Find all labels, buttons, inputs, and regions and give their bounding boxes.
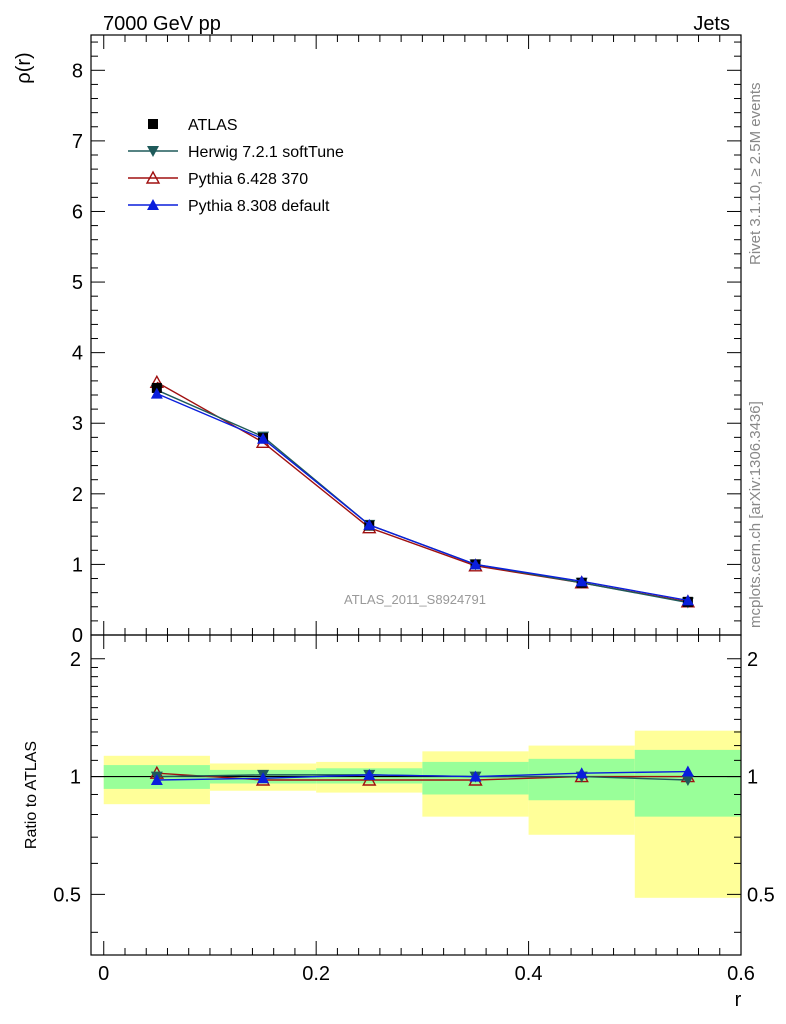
legend-label-herwig-7-2-1-softtune: Herwig 7.2.1 softTune	[188, 144, 344, 161]
main-y-axis-label: ρ(r)	[13, 52, 35, 83]
legend-label-pythia-6-428-370: Pythia 6.428 370	[188, 171, 308, 188]
legend-marker-pythia-6-428-370	[145, 170, 161, 184]
ratio-axis-ticks: 0.5 0.5 1 1 2 2 0 0.2 0.4 0.6	[53, 635, 775, 985]
legend-label-atlas: ATLAS	[188, 117, 238, 134]
ratio-y-tick-label: 0.5	[53, 884, 81, 906]
main-panel: 0 1 2 3 4 5 6 7 8 ρ(r) ATLAS_2011_S8924791 ATLAS…	[13, 34, 742, 647]
legend-label-pythia-8-308-default: Pythia 8.308 default	[188, 198, 330, 215]
x-tick-label: 0.6	[727, 963, 755, 985]
main-y-tick-label: 3	[72, 413, 83, 435]
ratio-point-herwig-7-2-1-softtune	[681, 774, 694, 786]
main-point-pythia-8-308-default	[681, 594, 694, 606]
ratio-point-pythia-8-308-default	[257, 772, 270, 784]
main-point-pythia-8-308-default	[150, 387, 163, 399]
main-point-pythia-8-308-default	[469, 558, 482, 570]
header-energy-label: 7000 GeV pp	[103, 13, 221, 35]
analysis-label: ATLAS_2011_S8924791	[344, 592, 486, 607]
ratio-series	[149, 765, 696, 786]
ratio-uncertainty-bands	[103, 730, 741, 898]
ratio-y-tick-label-right: 2	[747, 649, 758, 671]
header-process-label: Jets	[693, 13, 730, 35]
legend-marker-pythia-8-308-default	[147, 199, 159, 210]
rivet-side-label: Rivet 3.1.10, ≥ 2.5M events	[747, 83, 764, 266]
x-tick-label: 0.2	[302, 963, 330, 985]
main-line-herwig-7-2-1-softtune	[156, 389, 689, 604]
ratio-frame	[90, 634, 742, 956]
main-y-tick-label: 0	[72, 625, 83, 647]
ratio-point-pythia-8-308-default	[363, 768, 376, 780]
main-y-tick-label: 5	[72, 272, 83, 294]
main-axis-ticks: 0 1 2 3 4 5 6 7 8	[72, 35, 742, 647]
main-y-tick-label: 7	[72, 131, 83, 153]
main-point-pythia-8-308-default	[257, 432, 270, 444]
main-point-pythia-8-308-default	[575, 575, 588, 587]
main-y-tick-label: 8	[72, 60, 83, 82]
main-y-tick-label: 6	[72, 201, 83, 223]
ratio-point-pythia-8-308-default	[681, 765, 694, 777]
x-axis-label: r	[735, 989, 742, 1011]
mcplots-side-label: mcplots.cern.ch [arXiv:1306.3436]	[747, 401, 764, 628]
main-series	[149, 374, 696, 609]
ratio-y-tick-label-right: 1	[747, 767, 758, 789]
ratio-point-pythia-8-308-default	[575, 767, 588, 779]
main-y-tick-label: 4	[72, 343, 83, 365]
legend-marker-atlas	[148, 119, 158, 129]
ratio-y-tick-label-right: 0.5	[747, 884, 775, 906]
ratio-y-axis-label: Ratio to ATLAS	[23, 741, 40, 849]
main-line-pythia-6-428-370	[156, 381, 689, 603]
ratio-y-tick-label: 1	[70, 767, 81, 789]
main-y-tick-label: 2	[72, 484, 83, 506]
x-tick-label: 0	[98, 963, 109, 985]
main-y-tick-label: 1	[72, 554, 83, 576]
ratio-panel: 0.5 0.5 1 1 2 2 0 0.2 0.4 0.6 Ratio to ATLAS r	[23, 634, 775, 1011]
main-point-pythia-8-308-default	[363, 518, 376, 530]
legend-marker-herwig-7-2-1-softtune	[147, 146, 159, 157]
legend: ATLAS Herwig 7.2.1 softTune Pythia 6.428 3…	[128, 117, 344, 215]
x-tick-label: 0.4	[515, 963, 543, 985]
main-line-pythia-8-308-default	[156, 392, 689, 602]
ratio-y-tick-label: 2	[70, 649, 81, 671]
ratio-point-pythia-8-308-default	[150, 773, 163, 785]
ratio-line-pythia-8-308-default	[156, 770, 688, 781]
ratio-point-pythia-8-308-default	[469, 770, 482, 782]
